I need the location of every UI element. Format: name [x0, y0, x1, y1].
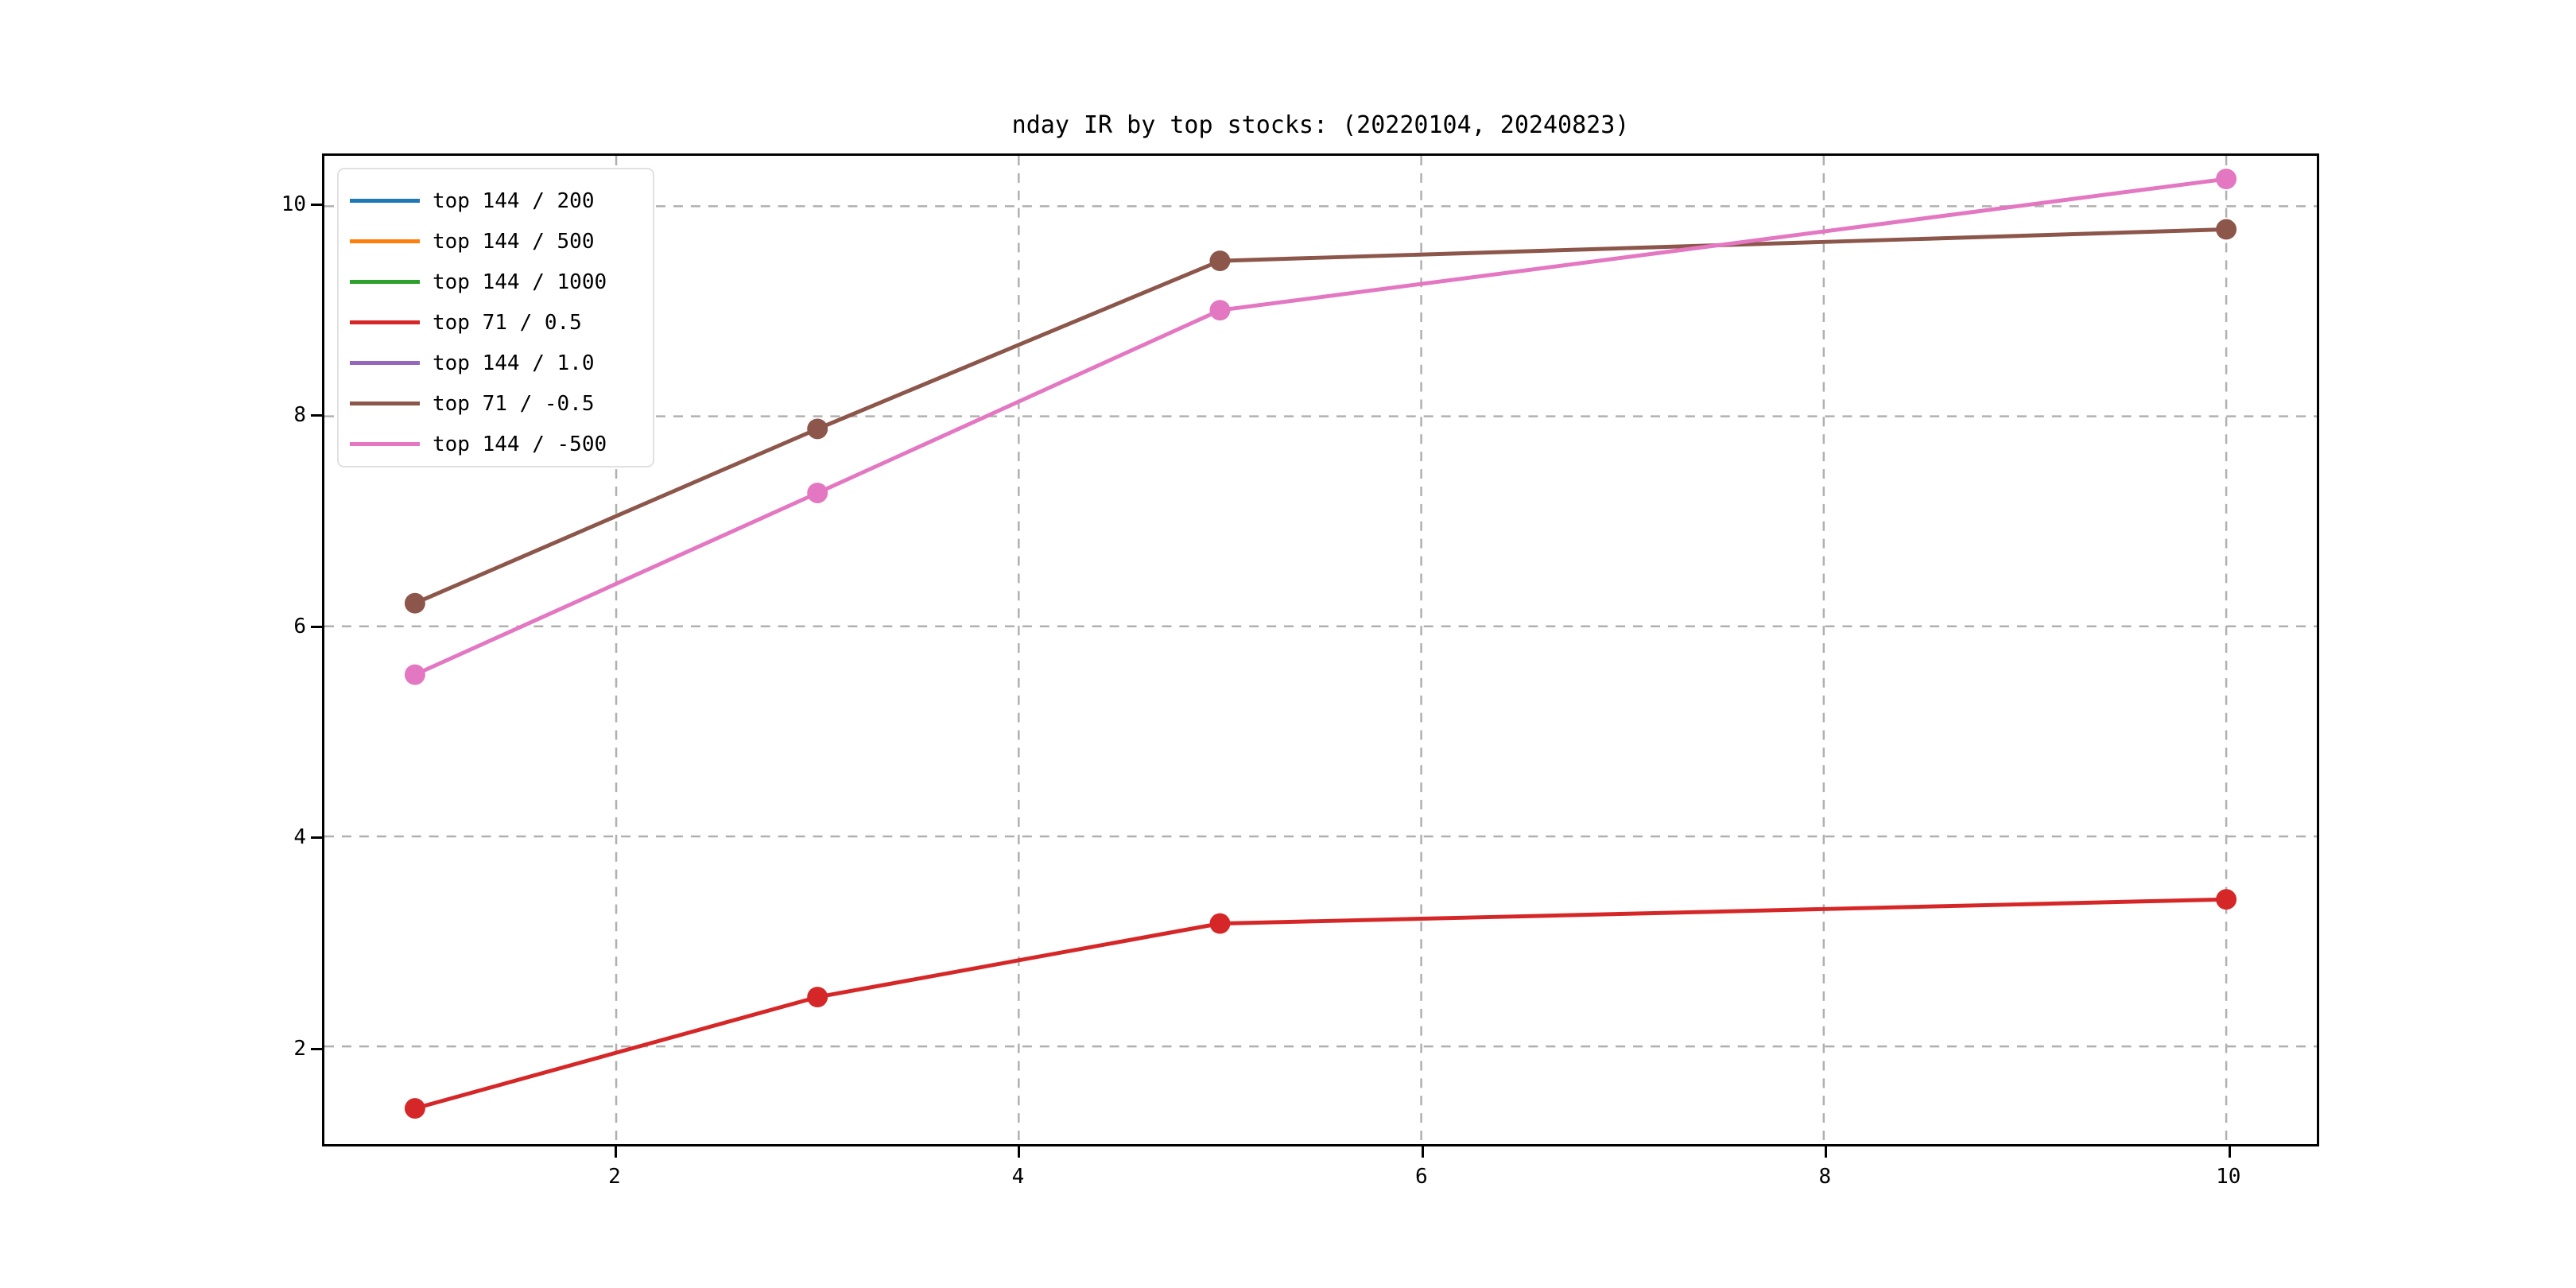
legend-item-label: top 144 / 200 [433, 188, 595, 213]
plot-area [322, 153, 2319, 1146]
y-tick-label: 10 [281, 192, 306, 216]
legend-item-label: top 71 / -0.5 [433, 391, 595, 416]
data-point-marker [2216, 169, 2237, 189]
series-line [413, 227, 2229, 606]
data-point-marker [807, 483, 828, 503]
x-tick-label: 6 [1415, 1165, 1428, 1189]
x-tick-mark [614, 1146, 617, 1158]
legend-color-swatch [350, 199, 420, 203]
y-tick-label: 4 [293, 825, 306, 850]
grid-lines [324, 156, 2317, 1144]
y-tick-mark [311, 625, 322, 628]
legend-item-label: top 144 / 1.0 [433, 351, 595, 375]
data-point-marker [404, 592, 425, 614]
legend-item-label: top 144 / 1000 [433, 270, 607, 294]
x-tick-label: 8 [1818, 1165, 1832, 1189]
y-tick-mark [311, 414, 322, 417]
series-line [413, 897, 2229, 1111]
legend-item[interactable]: top 144 / 1.0 [350, 343, 640, 383]
data-point-marker [404, 664, 425, 685]
y-tick-mark [311, 836, 322, 840]
legend-color-swatch [350, 442, 420, 446]
x-tick-label: 2 [608, 1165, 621, 1189]
legend-item-label: top 144 / 500 [433, 229, 595, 254]
legend-item-label: top 144 / -500 [433, 432, 607, 456]
data-point-marker [1209, 300, 1231, 321]
series-lines [404, 169, 2237, 1119]
chart-legend[interactable]: top 144 / 200 top 144 / 500 top 144 / 1000… [337, 168, 654, 467]
legend-color-swatch [350, 280, 420, 284]
legend-color-swatch [350, 361, 420, 365]
legend-color-swatch [350, 320, 420, 324]
chart-title: nday IR by top stocks: (20220104, 202408… [1011, 111, 1630, 139]
y-tick-label: 6 [293, 614, 306, 638]
x-axis-tick-marks [322, 1146, 2319, 1162]
data-point-marker [807, 418, 828, 440]
legend-item[interactable]: top 144 / 200 [350, 180, 640, 221]
x-tick-mark [1825, 1146, 1828, 1158]
x-tick-mark [1018, 1146, 1021, 1158]
x-tick-mark [2228, 1146, 2231, 1158]
data-point-marker [807, 987, 828, 1008]
legend-item-label: top 71 / 0.5 [433, 310, 582, 335]
legend-item[interactable]: top 144 / -500 [350, 424, 640, 464]
y-axis-tick-labels: 2 4 6 8 10 [239, 153, 306, 1146]
legend-item[interactable]: top 71 / 0.5 [350, 302, 640, 343]
y-axis-tick-marks [306, 153, 322, 1146]
y-tick-label: 2 [293, 1036, 306, 1061]
data-point-marker [2216, 889, 2237, 910]
data-point-marker [404, 1098, 425, 1119]
legend-color-swatch [350, 402, 420, 405]
legend-item[interactable]: top 144 / 500 [350, 221, 640, 262]
y-tick-mark [311, 203, 322, 206]
data-point-marker [1209, 913, 1231, 934]
data-point-marker [1209, 250, 1231, 272]
x-tick-label: 4 [1011, 1165, 1025, 1189]
legend-item[interactable]: top 144 / 1000 [350, 262, 640, 302]
legend-item[interactable]: top 71 / -0.5 [350, 383, 640, 424]
x-axis-tick-labels: 2 4 6 8 10 [322, 1150, 2319, 1198]
y-tick-mark [311, 1047, 322, 1050]
x-tick-label: 10 [2216, 1165, 2241, 1189]
series-line [413, 177, 2229, 677]
y-tick-label: 8 [293, 403, 306, 428]
legend-color-swatch [350, 239, 420, 243]
data-point-marker [2216, 219, 2237, 240]
x-tick-mark [1421, 1146, 1424, 1158]
